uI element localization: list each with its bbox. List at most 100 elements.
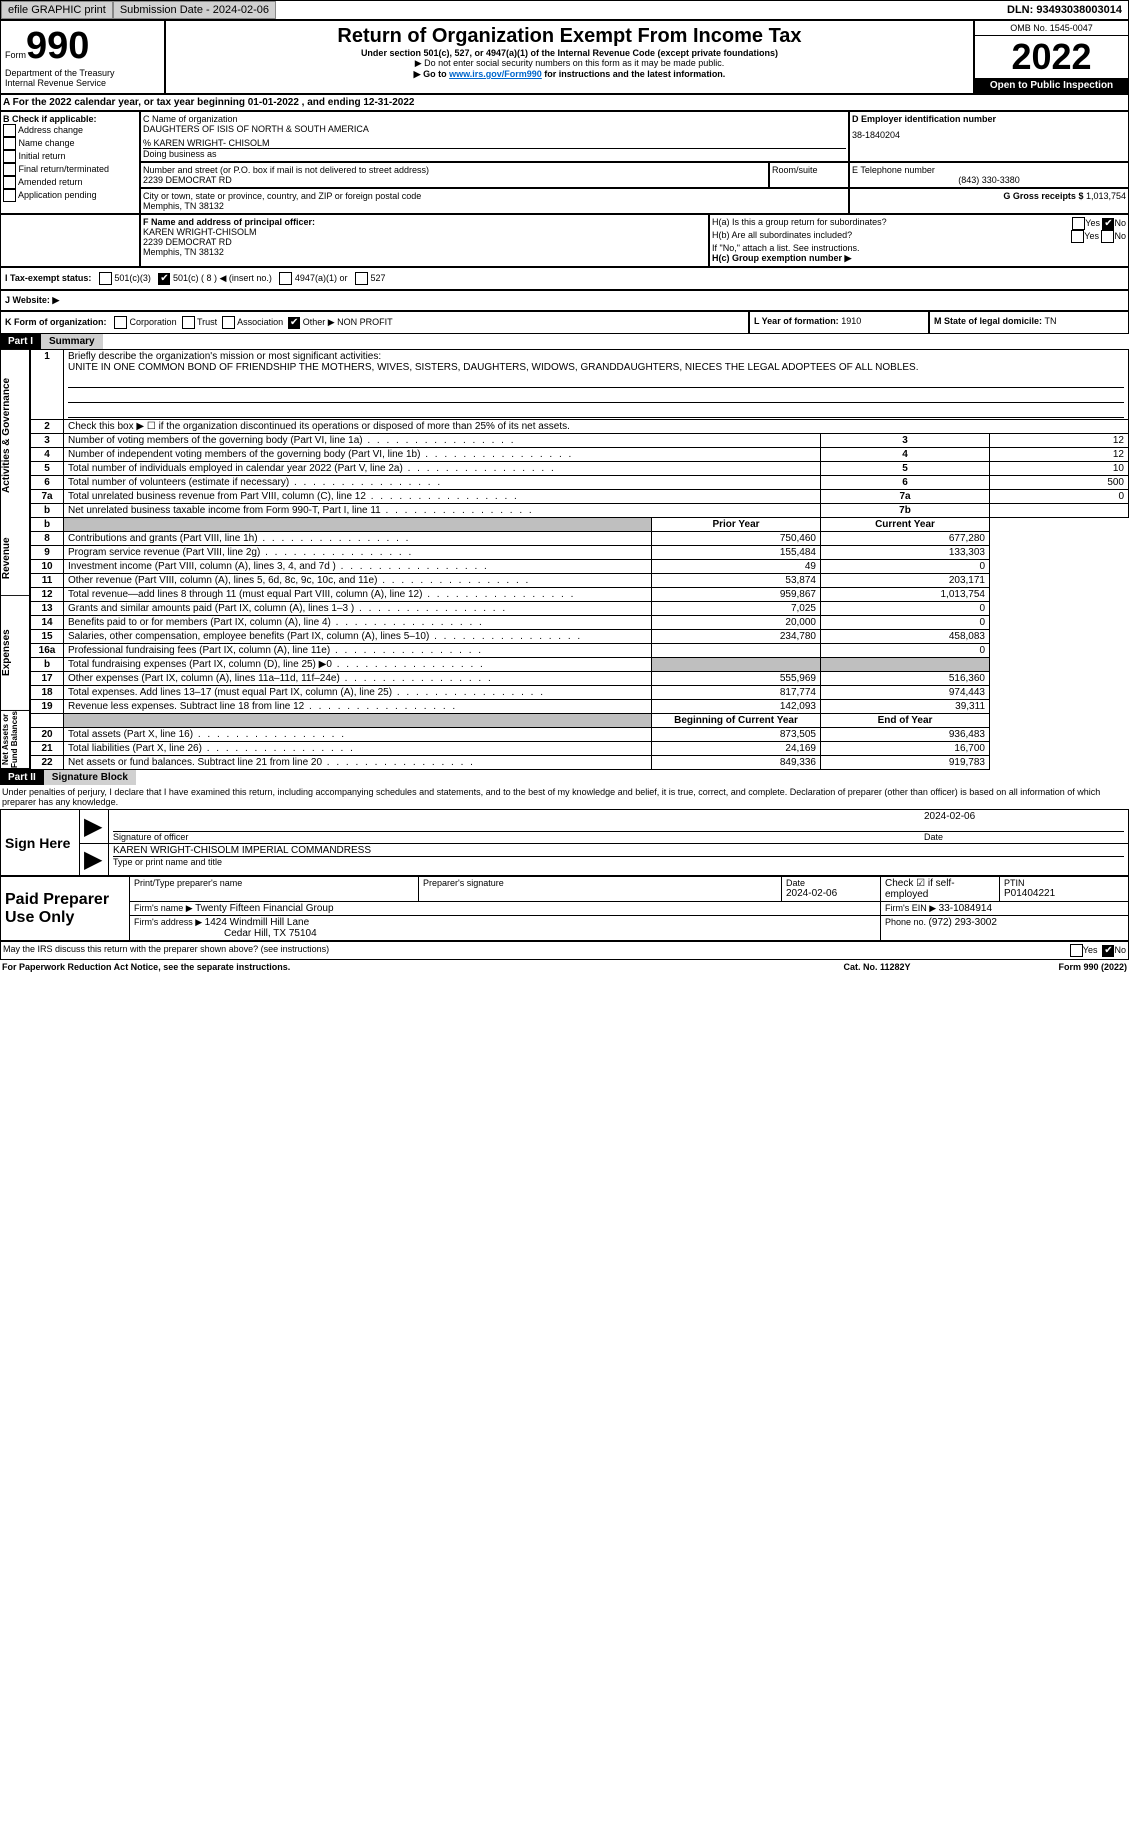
- i-opt3-check[interactable]: [279, 272, 292, 285]
- line1-label: Briefly describe the organization's miss…: [68, 351, 1124, 362]
- discuss-no-check[interactable]: ✔: [1102, 945, 1114, 957]
- sign-here-label: Sign Here: [1, 810, 80, 876]
- f-name: KAREN WRIGHT-CHISOLM: [143, 227, 706, 237]
- preparer-table: Paid Preparer Use Only Print/Type prepar…: [0, 876, 1129, 941]
- ha-label: H(a) Is this a group return for subordin…: [712, 217, 1072, 230]
- klm-row: K Form of organization: Corporation Trus…: [0, 311, 1129, 334]
- i-opt2-check[interactable]: ✔: [158, 273, 170, 285]
- b-item-label: Final return/terminated: [19, 164, 110, 174]
- h-note: If "No," attach a list. See instructions…: [712, 243, 1126, 253]
- k-opt-check[interactable]: [182, 316, 195, 329]
- k-opt-check[interactable]: [114, 316, 127, 329]
- yes-label: Yes: [1084, 231, 1099, 241]
- yes-label: Yes: [1083, 945, 1098, 955]
- d-label: D Employer identification number: [852, 114, 1126, 124]
- no-label: No: [1114, 231, 1126, 241]
- ein-label: Firm's EIN ▶: [885, 903, 939, 913]
- c-label: C Name of organization: [143, 114, 846, 124]
- f-city: Memphis, TN 38132: [143, 247, 706, 257]
- i-label: I Tax-exempt status:: [5, 273, 91, 283]
- b-item-check[interactable]: [3, 189, 16, 202]
- j-row: J Website: ▶: [0, 290, 1129, 311]
- discuss-text: May the IRS discuss this return with the…: [3, 944, 1070, 957]
- ssn-note: ▶ Do not enter social security numbers o…: [170, 58, 969, 69]
- b-item-check[interactable]: [3, 124, 16, 137]
- k-opt-label: Trust: [197, 317, 217, 327]
- b-item-check[interactable]: [3, 137, 16, 150]
- self-employed: Check ☑ if self-employed: [881, 877, 1000, 902]
- e-label: E Telephone number: [852, 165, 1126, 175]
- g-label: G Gross receipts $: [1003, 191, 1086, 201]
- sign-table: Sign Here ▶ 2024-02-06 Signature of offi…: [0, 809, 1129, 876]
- prep-sig-label: Preparer's signature: [423, 878, 777, 888]
- addr1: 1424 Windmill Hill Lane: [205, 917, 310, 928]
- ha-no-check[interactable]: ✔: [1102, 218, 1114, 230]
- a-end: 12-31-2022: [363, 97, 414, 108]
- dba-label: Doing business as: [143, 149, 846, 159]
- discuss-yes-check[interactable]: [1070, 944, 1083, 957]
- header-block: Form990 Department of the Treasury Inter…: [0, 20, 1129, 94]
- firm-name: Twenty Fifteen Financial Group: [195, 903, 333, 914]
- section-netassets: Net Assets or Fund Balances: [1, 711, 29, 769]
- subdate-button[interactable]: Submission Date - 2024-02-06: [113, 1, 276, 19]
- hb-yes-check[interactable]: [1071, 230, 1084, 243]
- a-text: A For the 2022 calendar year, or tax yea…: [3, 97, 248, 108]
- penalties-text: Under penalties of perjury, I declare th…: [0, 785, 1129, 809]
- hb-no-check[interactable]: [1101, 230, 1114, 243]
- summary-section: Activities & Governance Revenue Expenses…: [0, 349, 1129, 770]
- org-name: DAUGHTERS OF ISIS OF NORTH & SOUTH AMERI…: [143, 124, 846, 134]
- typed-name: KAREN WRIGHT-CHISOLM IMPERIAL COMMANDRES…: [113, 845, 1124, 857]
- form-number: 990: [26, 25, 89, 67]
- k-opt-check[interactable]: [222, 316, 235, 329]
- pointer-icon: ▶: [80, 810, 109, 844]
- sig-officer-label: Signature of officer: [113, 832, 924, 842]
- hb-label: H(b) Are all subordinates included?: [712, 230, 1071, 243]
- l-label: L Year of formation:: [754, 316, 841, 326]
- part1-num: Part I: [0, 334, 41, 349]
- goto-link[interactable]: www.irs.gov/Form990: [449, 69, 542, 79]
- i-opt1-check[interactable]: [99, 272, 112, 285]
- footer-row: For Paperwork Reduction Act Notice, see …: [0, 960, 1129, 974]
- part2-num: Part II: [0, 770, 44, 785]
- i-opt4-check[interactable]: [355, 272, 368, 285]
- section-activities: Activities & Governance: [1, 350, 29, 521]
- m-value: TN: [1045, 316, 1057, 326]
- section-expenses: Expenses: [1, 596, 29, 711]
- k-label: K Form of organization:: [5, 317, 107, 327]
- b-item-label: Amended return: [18, 177, 83, 187]
- street-value: 2239 DEMOCRAT RD: [143, 175, 766, 185]
- ha-yes-check[interactable]: [1072, 217, 1085, 230]
- goto-prefix: ▶ Go to: [414, 69, 449, 79]
- i-opt4: 527: [370, 273, 385, 283]
- efile-button[interactable]: efile GRAPHIC print: [1, 1, 113, 19]
- cat-no: Cat. No. 11282Y: [777, 962, 977, 972]
- b-item-check[interactable]: [3, 163, 16, 176]
- g-value: 1,013,754: [1086, 191, 1126, 201]
- room-label: Room/suite: [769, 162, 849, 188]
- current-year-label: Current Year: [821, 518, 990, 532]
- no-label: No: [1114, 945, 1126, 955]
- prior-year-label: Prior Year: [652, 518, 821, 532]
- discuss-row: May the IRS discuss this return with the…: [0, 941, 1129, 960]
- b-item-label: Name change: [19, 138, 75, 148]
- dln-label: DLN:: [1007, 4, 1036, 16]
- phone-value: (972) 293-3002: [929, 917, 997, 928]
- l-value: 1910: [841, 316, 861, 326]
- line2: Check this box ▶ ☐ if the organization d…: [64, 420, 1129, 434]
- i-opt2: 501(c) ( 8 ) ◀ (insert no.): [173, 273, 272, 283]
- b-item-check[interactable]: [3, 150, 16, 163]
- f-label: F Name and address of principal officer:: [143, 217, 706, 227]
- part2-header: Part IISignature Block: [0, 770, 1129, 785]
- addr-label: Firm's address ▶: [134, 917, 205, 927]
- dept-label: Department of the Treasury: [5, 68, 160, 78]
- b-item-check[interactable]: [3, 176, 16, 189]
- typed-label: Type or print name and title: [113, 857, 1124, 867]
- e-value: (843) 330-3380: [852, 175, 1126, 185]
- begin-year-label: Beginning of Current Year: [652, 714, 821, 728]
- dln: DLN: 93493038003014: [1001, 2, 1128, 18]
- k-opt-check[interactable]: ✔: [288, 317, 300, 329]
- end-year-label: End of Year: [821, 714, 990, 728]
- a-mid: , and ending: [299, 97, 363, 108]
- phone-label: Phone no.: [885, 917, 929, 927]
- k-other: NON PROFIT: [337, 317, 393, 327]
